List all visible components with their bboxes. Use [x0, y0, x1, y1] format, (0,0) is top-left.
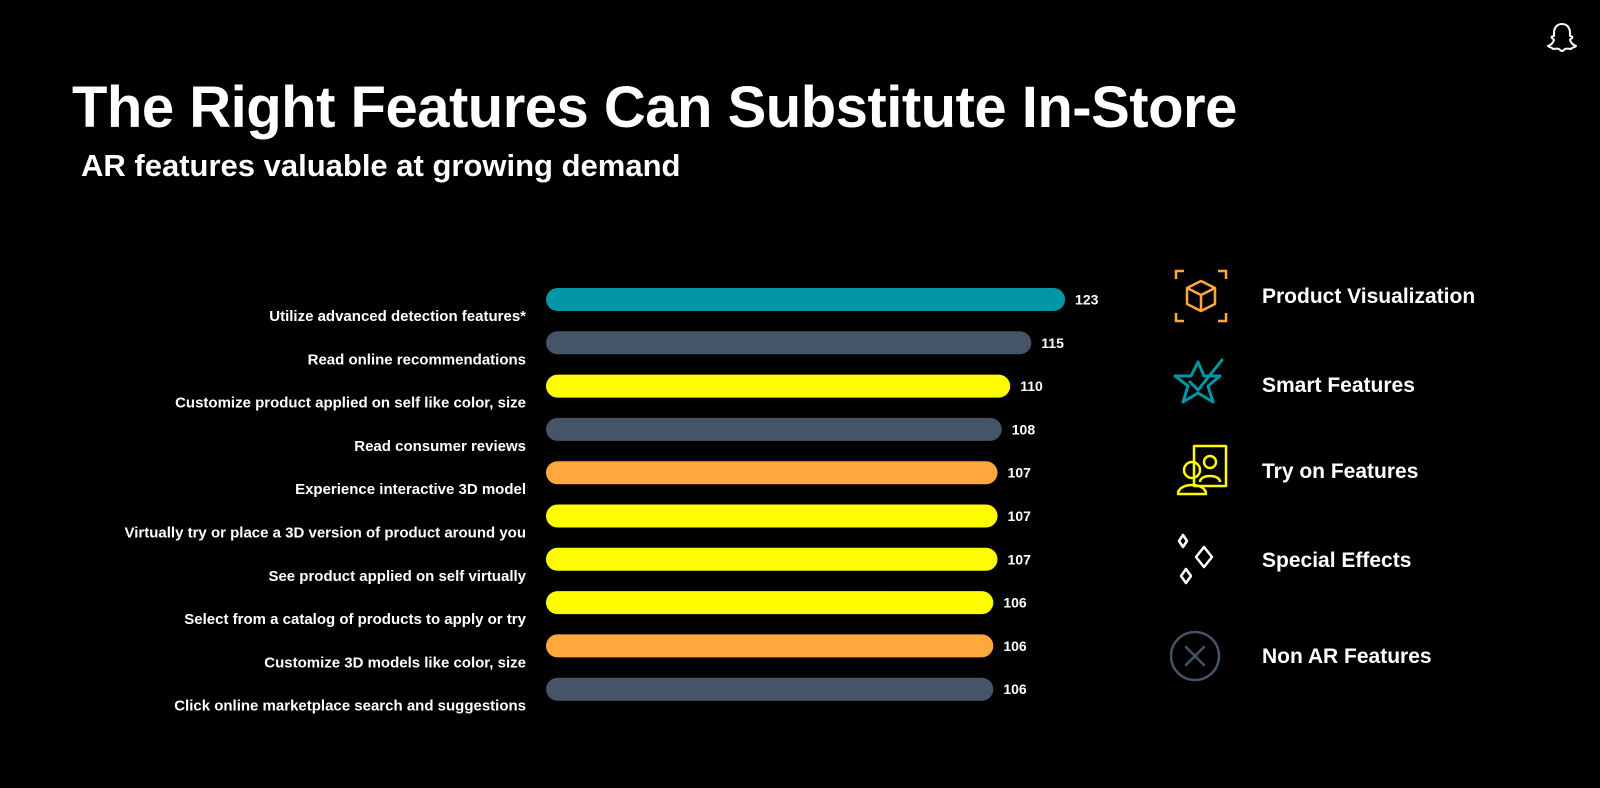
ghost-icon	[1547, 23, 1577, 52]
category-label: Customize 3D models like color, size	[264, 654, 526, 671]
legend-label-smart-features: Smart Features	[1262, 373, 1415, 397]
slide-title: The Right Features Can Substitute In-Sto…	[72, 75, 1237, 140]
bar	[546, 634, 994, 658]
category-label: Experience interactive 3D model	[295, 481, 526, 498]
legend-item-product-visualization: Product Visualization	[1170, 265, 1475, 327]
legend-item-try-on-features: Try on Features	[1170, 440, 1418, 502]
chart-legend: Product Visualization Smart Features Try…	[1170, 265, 1590, 695]
category-label: Virtually try or place a 3D version of p…	[125, 525, 526, 542]
bar	[546, 547, 998, 571]
category-label: Read online recommendations	[308, 351, 526, 368]
legend-label-special-effects: Special Effects	[1262, 548, 1412, 572]
category-label: Select from a catalog of products to app…	[184, 611, 526, 628]
bar-chart: Utilize advanced detection features* 123 R…	[125, 288, 1099, 715]
value-label: 123	[1075, 292, 1099, 308]
value-label: 107	[1008, 465, 1032, 481]
bar	[546, 591, 994, 615]
bar	[546, 374, 1011, 398]
legend-label-product-visualization: Product Visualization	[1262, 284, 1476, 308]
x-circle-icon	[1170, 630, 1221, 682]
value-label: 106	[1003, 638, 1027, 654]
legend-item-special-effects: Special Effects	[1170, 529, 1411, 591]
bar	[546, 331, 1032, 355]
category-label: See product applied on self virtually	[268, 568, 526, 585]
value-label: 108	[1012, 421, 1036, 437]
bar	[546, 417, 1002, 441]
category-label: Utilize advanced detection features*	[269, 308, 526, 325]
value-label: 115	[1041, 335, 1064, 351]
cube-icon	[1174, 269, 1228, 323]
star-check-icon	[1173, 358, 1224, 404]
value-label: 106	[1003, 595, 1027, 611]
legend-item-smart-features: Smart Features	[1170, 354, 1415, 416]
value-label: 106	[1003, 681, 1027, 697]
category-label: Customize product applied on self like c…	[175, 395, 526, 412]
category-label: Click online marketplace search and sugg…	[174, 698, 526, 715]
bar	[546, 461, 998, 485]
bar	[546, 288, 1066, 311]
category-label: Read consumer reviews	[354, 438, 526, 455]
slide-subtitle: AR features valuable at growing demand	[81, 148, 681, 183]
sparkles-icon	[1177, 533, 1214, 585]
legend-label-try-on-features: Try on Features	[1262, 459, 1419, 483]
value-label: 107	[1008, 551, 1032, 567]
legend-label-non-ar-features: Non AR Features	[1262, 644, 1432, 668]
legend-item-non-ar-features: Non AR Features	[1170, 625, 1432, 687]
bar	[546, 504, 998, 528]
bar	[546, 677, 994, 701]
people-frame-icon	[1176, 444, 1228, 496]
value-label: 110	[1020, 378, 1043, 394]
value-label: 107	[1008, 508, 1032, 524]
